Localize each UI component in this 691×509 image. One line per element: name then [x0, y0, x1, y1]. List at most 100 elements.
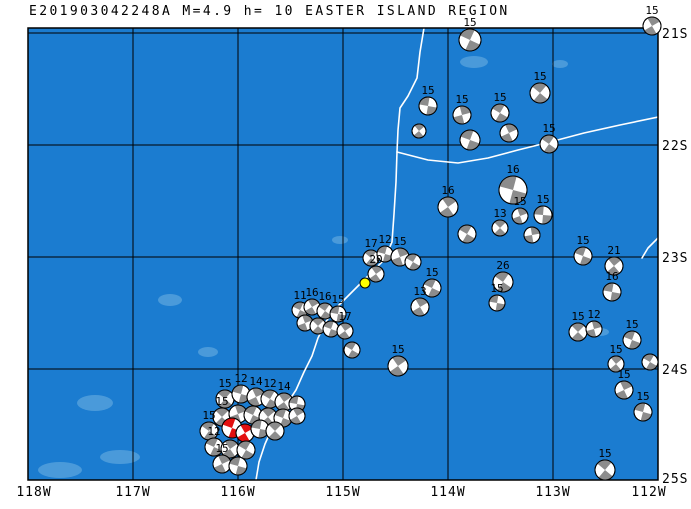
longitude-label: 118W [16, 485, 51, 500]
beachball: 15 [614, 368, 634, 400]
depth-label: 15 [533, 70, 546, 83]
beachball: 15 [329, 293, 347, 323]
latitude-label: 21S [662, 27, 688, 42]
beachball: 15 [387, 343, 409, 377]
depth-label: 12 [207, 425, 220, 438]
beachball: 13 [491, 207, 509, 237]
depth-label: 15 [598, 447, 611, 460]
beachball: 14 [274, 380, 294, 412]
beachball: 15 [458, 16, 482, 52]
beachball: 17 [362, 237, 380, 267]
beachball: 15 [215, 377, 235, 409]
beachball: 15 [488, 282, 506, 312]
beachball: 21 [604, 244, 624, 276]
beachball [236, 440, 256, 460]
depth-label: 15 [202, 409, 215, 422]
depth-label: 15 [455, 93, 468, 106]
beachball: 17 [336, 310, 354, 340]
beachball: 16 [498, 163, 528, 205]
longitude-label: 113W [535, 485, 570, 500]
beachball: 15 [452, 93, 472, 125]
depth-label: 14 [277, 380, 291, 393]
depth-label: 15 [571, 310, 584, 323]
beachball: 12 [585, 308, 603, 338]
plot-title: E201903042248A M=4.9 h= 10 EASTER ISLAND… [29, 4, 510, 19]
depth-label: 12 [587, 308, 600, 321]
beachball: 15 [212, 395, 232, 427]
depth-label: 15 [215, 395, 228, 408]
beachball: 15 [573, 234, 593, 266]
depth-label: 16 [318, 290, 331, 303]
beachball [250, 419, 270, 439]
depth-label: 15 [536, 193, 549, 206]
depth-label: 15 [617, 368, 630, 381]
beachball: 16 [602, 270, 622, 302]
beachball: 13 [410, 285, 430, 317]
depth-label: 15 [576, 234, 589, 247]
longitude-label: 112W [631, 485, 666, 500]
beachball [411, 123, 427, 139]
beachball: 16 [316, 290, 334, 320]
longitude-label: 114W [430, 485, 465, 500]
bathymetry-patch [77, 395, 113, 411]
depth-label: 15 [425, 266, 438, 279]
depth-label: 12 [378, 233, 391, 246]
beachball [288, 407, 306, 425]
depth-label: 17 [338, 310, 351, 323]
latitude-label: 23S [662, 251, 688, 266]
beachball [499, 123, 519, 143]
depth-label: 15 [215, 442, 228, 455]
depth-label: 17 [364, 237, 377, 250]
bathymetry-patch [100, 450, 140, 464]
bathymetry-patch [332, 236, 348, 244]
depth-label: 26 [496, 259, 509, 272]
bathymetry-patch [552, 60, 568, 68]
depth-label: 15 [493, 91, 506, 104]
beachball [457, 224, 477, 244]
beachball: 15 [418, 84, 438, 116]
latitude-label: 25S [662, 472, 688, 487]
beachball: 15 [422, 266, 442, 298]
longitude-label: 116W [220, 485, 255, 500]
beachball: 15 [594, 447, 616, 481]
bathymetry-patch [158, 294, 182, 306]
beachball: 15 [622, 318, 642, 350]
beachball: 16 [303, 286, 321, 316]
depth-label: 16 [305, 286, 318, 299]
depth-label: 15 [609, 343, 622, 356]
depth-label: 16 [441, 184, 454, 197]
depth-label: 15 [393, 235, 406, 248]
depth-label: 12 [234, 372, 247, 385]
depth-label: 21 [607, 244, 620, 257]
beachball: 15 [390, 235, 410, 267]
beachball: 15 [633, 390, 653, 422]
depth-label: 16 [605, 270, 618, 283]
beachball [459, 129, 481, 151]
beachball [523, 226, 541, 244]
beachball: 15 [529, 70, 551, 104]
beachball [309, 317, 327, 335]
depth-label: 13 [493, 207, 506, 220]
beachball: 26 [492, 259, 514, 293]
depth-label: 15 [421, 84, 434, 97]
latitude-label: 22S [662, 139, 688, 154]
beachball: 16 [437, 184, 459, 218]
longitude-label: 115W [325, 485, 360, 500]
beachball: 14 [246, 375, 266, 407]
depth-label: 15 [513, 195, 526, 208]
beachball: 15 [533, 193, 553, 225]
beachball: 15 [568, 310, 588, 342]
beachball: 15 [199, 409, 219, 441]
bathymetry-patch [198, 347, 218, 357]
plate-boundary-line [396, 116, 658, 164]
beachball: 15 [642, 4, 662, 36]
depth-label: 20 [369, 253, 382, 266]
beachball: 20 [367, 253, 385, 283]
longitude-label: 117W [115, 485, 150, 500]
depth-label: 15 [542, 122, 555, 135]
beachball: 15 [490, 91, 510, 123]
latitude-label: 24S [662, 363, 688, 378]
depth-label: 15 [645, 4, 658, 17]
